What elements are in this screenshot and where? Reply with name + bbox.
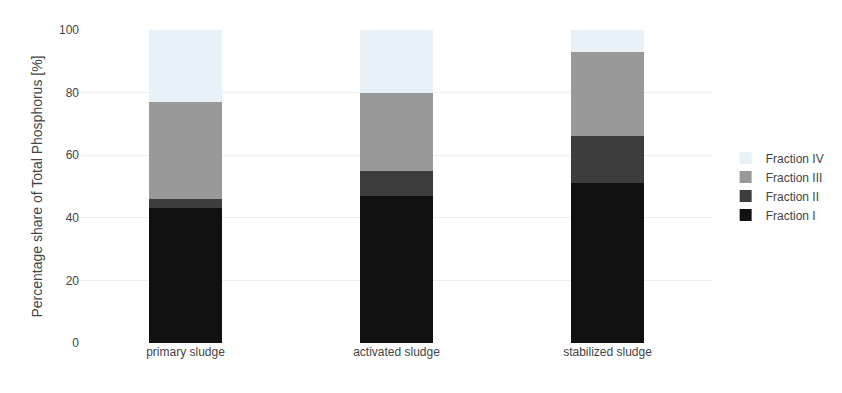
- svg-text:Percentage share of Total Phos: Percentage share of Total Phosphorus [%]: [29, 55, 45, 317]
- svg-text:60: 60: [66, 148, 80, 162]
- svg-text:Fraction I: Fraction I: [766, 209, 816, 223]
- svg-text:80: 80: [66, 86, 80, 100]
- svg-text:0: 0: [72, 336, 79, 350]
- svg-text:stabilized sludge: stabilized sludge: [563, 345, 652, 359]
- svg-text:Fraction III: Fraction III: [766, 171, 823, 185]
- svg-text:primary sludge: primary sludge: [146, 345, 225, 359]
- svg-text:100: 100: [59, 23, 79, 37]
- svg-text:20: 20: [66, 274, 80, 288]
- svg-text:activated sludge: activated sludge: [353, 345, 440, 359]
- svg-text:40: 40: [66, 211, 80, 225]
- svg-text:Fraction II: Fraction II: [766, 190, 819, 204]
- svg-text:Fraction IV: Fraction IV: [766, 152, 824, 166]
